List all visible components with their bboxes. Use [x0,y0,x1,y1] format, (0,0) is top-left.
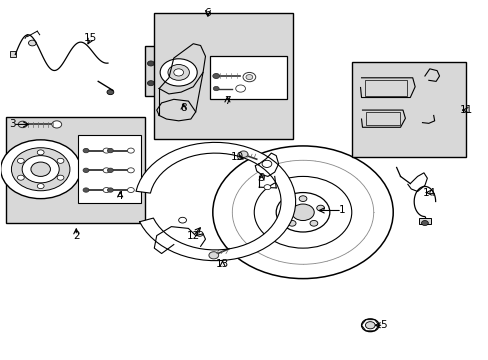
Circle shape [107,188,113,192]
Circle shape [192,60,202,67]
Bar [351,62,466,157]
Text: 2: 2 [73,231,80,240]
Text: 4: 4 [117,191,123,201]
Circle shape [291,204,314,221]
Circle shape [239,151,247,157]
Polygon shape [360,78,414,98]
Circle shape [127,148,134,153]
Circle shape [11,148,70,191]
Circle shape [212,146,392,279]
Text: 10: 10 [230,152,243,162]
Text: 6: 6 [204,8,211,18]
Circle shape [52,121,61,128]
Circle shape [107,90,114,95]
Circle shape [83,148,89,153]
Circle shape [0,140,81,199]
Bar [78,135,141,203]
Polygon shape [407,173,427,192]
Text: 13: 13 [216,259,229,269]
Circle shape [127,188,134,193]
Text: 11: 11 [459,105,472,115]
Circle shape [276,193,329,232]
Circle shape [57,158,64,163]
Circle shape [208,252,218,259]
Circle shape [235,85,245,92]
Text: 3: 3 [10,120,16,129]
Circle shape [160,59,197,86]
Circle shape [127,168,134,173]
Polygon shape [255,153,278,176]
Circle shape [167,64,189,80]
Polygon shape [361,110,405,127]
Text: 1: 1 [338,206,345,216]
Circle shape [28,40,36,46]
Text: 8: 8 [180,103,186,113]
Circle shape [57,175,64,180]
Text: 7: 7 [224,96,230,106]
Circle shape [103,188,110,193]
Polygon shape [159,44,205,94]
Circle shape [264,185,270,190]
Circle shape [173,69,183,76]
Circle shape [107,168,113,172]
Circle shape [107,148,113,153]
Circle shape [262,160,271,167]
Circle shape [421,221,427,226]
Bar [210,56,287,99]
Circle shape [31,162,50,176]
Circle shape [192,80,202,87]
Circle shape [22,156,59,183]
Bar [144,45,220,96]
Circle shape [287,220,295,226]
Circle shape [309,220,317,226]
Text: 9: 9 [258,173,264,183]
Circle shape [299,196,306,202]
Circle shape [178,217,186,223]
Text: 14: 14 [422,188,435,198]
Circle shape [196,231,203,236]
Circle shape [245,75,252,80]
Circle shape [37,150,44,155]
Circle shape [18,158,24,163]
Circle shape [212,73,219,78]
Text: 15: 15 [84,33,97,43]
Circle shape [213,86,219,91]
Bar [5,117,144,223]
Bar [366,112,399,126]
Circle shape [18,121,27,128]
Circle shape [243,72,255,82]
Circle shape [232,160,373,264]
Polygon shape [136,142,295,261]
Circle shape [254,176,351,248]
Circle shape [103,168,110,173]
Circle shape [83,168,89,172]
Bar [154,13,293,139]
Bar [10,50,16,57]
Circle shape [365,321,374,329]
Bar [418,218,430,224]
Polygon shape [154,226,205,253]
Circle shape [316,205,324,211]
Circle shape [147,81,154,86]
Circle shape [361,319,378,332]
Text: 12: 12 [186,231,200,240]
Text: 5: 5 [379,320,386,330]
Bar [365,80,406,96]
Circle shape [147,61,154,66]
Circle shape [37,184,44,189]
Circle shape [83,188,89,192]
Circle shape [103,148,110,153]
Circle shape [281,205,289,211]
Circle shape [18,175,24,180]
